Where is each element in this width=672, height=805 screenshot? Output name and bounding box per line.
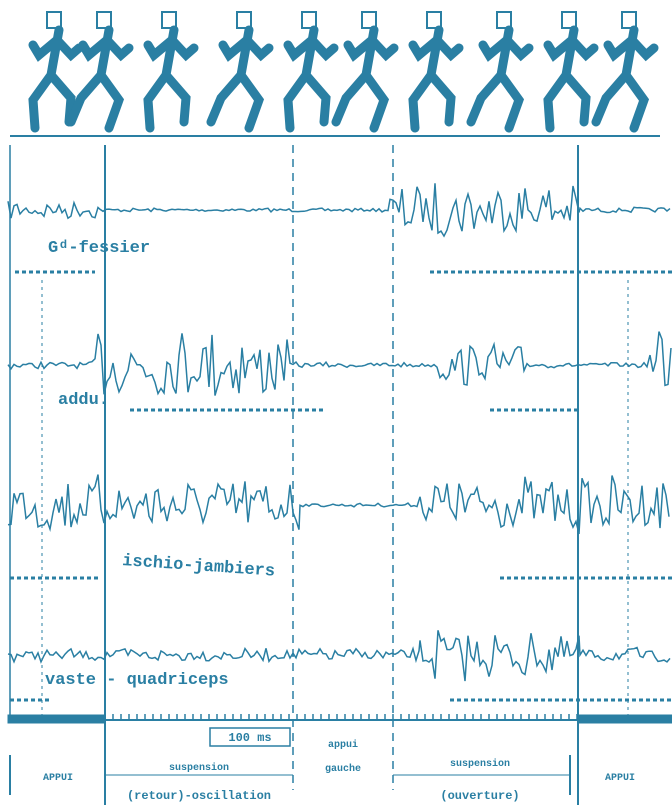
trace-label: Gᵈ-fessier — [48, 239, 150, 258]
runner-body — [591, 25, 659, 133]
phase-label: suspension — [169, 762, 229, 774]
emg-trace — [7, 183, 671, 238]
runner-body — [331, 25, 399, 133]
runner-head — [161, 11, 177, 29]
scale-box — [209, 727, 291, 747]
trace-label: ischio-jambiers — [122, 552, 276, 582]
runner-body — [143, 25, 199, 133]
trace-label: addu. — [58, 391, 109, 410]
runner-head — [496, 11, 512, 29]
support-bar — [577, 714, 672, 724]
phase-label: APPUI — [605, 773, 635, 784]
runner-head — [236, 11, 252, 29]
runner-head — [361, 11, 377, 29]
frame — [7, 145, 672, 805]
scale-label: 100 ms — [228, 731, 271, 745]
runner-body — [283, 25, 339, 133]
runner-figures — [10, 11, 660, 137]
support-bar — [7, 714, 106, 724]
emg-traces — [7, 183, 672, 702]
runner-head — [46, 11, 62, 29]
emg-trace — [7, 630, 671, 682]
emg-trace — [7, 474, 670, 535]
phase-label: gauche — [325, 763, 361, 775]
runner-body — [543, 25, 599, 133]
runner-body — [408, 25, 464, 133]
time-ticks — [104, 714, 578, 720]
runner-head — [561, 11, 577, 29]
runner-head — [426, 11, 442, 29]
runner-head — [301, 11, 317, 29]
runner-head — [96, 11, 112, 29]
phase-label: (ouverture) — [440, 789, 519, 803]
runner-body — [66, 25, 134, 133]
phase-label: (retour)-oscillation — [127, 789, 271, 803]
runner-body — [466, 25, 534, 133]
phase-label: suspension — [450, 758, 510, 770]
runner-body — [28, 25, 84, 133]
phase-label: APPUI — [43, 773, 73, 784]
runner-body — [206, 25, 274, 133]
runner-head — [621, 11, 637, 29]
trace-label: vaste - quadriceps — [45, 671, 229, 690]
emg-trace — [7, 331, 672, 396]
phase-label: appui — [328, 739, 358, 751]
